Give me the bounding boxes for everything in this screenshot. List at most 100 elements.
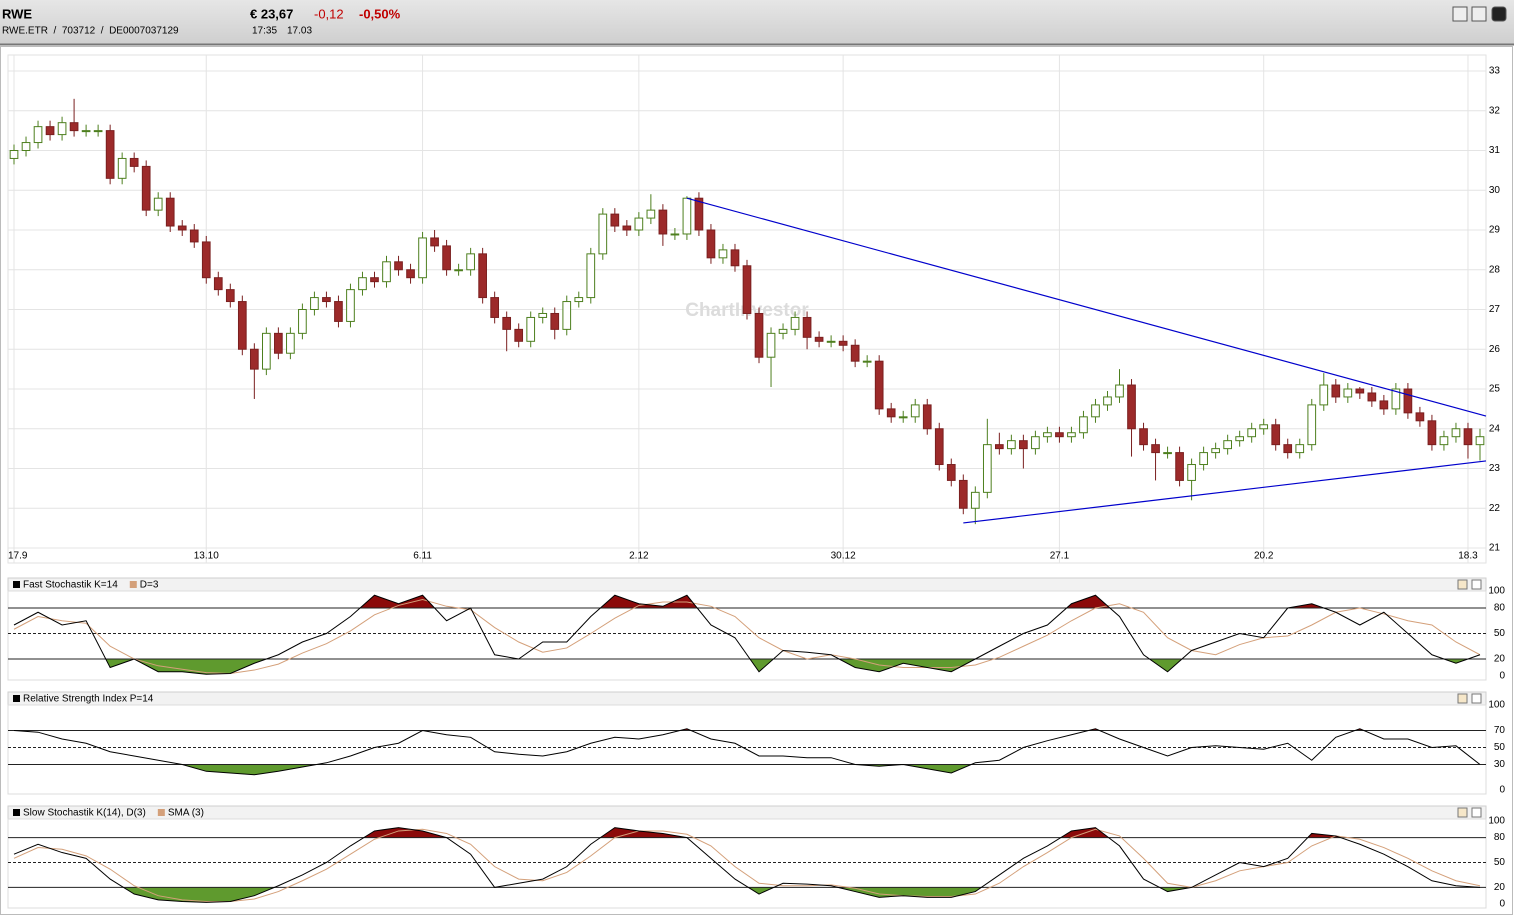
zone-fill bbox=[123, 887, 1192, 903]
candle-body bbox=[706, 229, 716, 259]
candle-body bbox=[1007, 440, 1016, 450]
candle-body bbox=[898, 416, 908, 419]
panel-button[interactable] bbox=[1457, 579, 1468, 590]
candle-body bbox=[1031, 436, 1040, 450]
candle-body bbox=[153, 197, 163, 211]
candle-body bbox=[310, 297, 319, 311]
indicator-line bbox=[13, 594, 1481, 675]
x-tick-label: 13.10 bbox=[194, 551, 219, 562]
candle-body bbox=[1127, 384, 1136, 430]
candle-body bbox=[370, 277, 379, 283]
candle-body bbox=[189, 229, 199, 243]
legend-swatch bbox=[13, 581, 20, 588]
y-tick-label: 80 bbox=[1494, 603, 1506, 614]
legend-swatch bbox=[13, 695, 20, 702]
candle-body bbox=[562, 301, 572, 330]
candle-body bbox=[1163, 452, 1172, 455]
tool-button[interactable] bbox=[1471, 6, 1487, 22]
candle-body bbox=[1067, 432, 1076, 438]
legend-label: SMA (3) bbox=[168, 808, 204, 819]
y-tick-label: 24 bbox=[1489, 423, 1501, 434]
tool-button[interactable] bbox=[1491, 6, 1507, 22]
panel-button[interactable] bbox=[1457, 807, 1468, 818]
candle-body bbox=[1103, 396, 1112, 406]
candle-body bbox=[670, 233, 680, 236]
candle-body bbox=[1259, 424, 1269, 430]
zone-fill bbox=[14, 827, 1480, 838]
candle-body bbox=[1055, 432, 1064, 438]
candle-body bbox=[622, 225, 632, 231]
candle-body bbox=[81, 130, 91, 133]
candle-body bbox=[1367, 392, 1377, 402]
candle-body bbox=[1343, 388, 1353, 398]
time: 17:35 bbox=[252, 26, 277, 37]
candle-body bbox=[9, 150, 19, 159]
candle-body bbox=[886, 408, 896, 418]
price: € 23,67 bbox=[250, 6, 293, 21]
y-tick-label: 27 bbox=[1489, 304, 1501, 315]
candle-body bbox=[958, 479, 968, 509]
candle-body bbox=[982, 444, 992, 493]
candle-body bbox=[1019, 440, 1028, 450]
candle-body bbox=[117, 157, 127, 179]
candle-body bbox=[718, 249, 728, 259]
y-tick-label: 100 bbox=[1488, 700, 1505, 711]
candle-body bbox=[1211, 448, 1220, 454]
tool-button[interactable] bbox=[1452, 6, 1468, 22]
panel-close[interactable] bbox=[1471, 693, 1482, 704]
x-tick-label: 18.3 bbox=[1458, 551, 1478, 562]
candle-body bbox=[1091, 404, 1100, 418]
y-tick-label: 29 bbox=[1489, 225, 1501, 236]
candle-body bbox=[946, 464, 956, 481]
candle-body bbox=[826, 340, 836, 343]
candle-body bbox=[177, 225, 187, 231]
candle-body bbox=[1379, 400, 1389, 410]
candle-body bbox=[1079, 416, 1088, 434]
candle-body bbox=[682, 197, 692, 235]
candle-body bbox=[33, 126, 43, 144]
y-tick-label: 26 bbox=[1489, 344, 1501, 355]
candle-body bbox=[922, 404, 932, 430]
y-tick-label: 20 bbox=[1494, 654, 1506, 665]
candle-body bbox=[165, 197, 175, 227]
candle-body bbox=[934, 428, 944, 466]
legend-label: Fast Stochastik K=14 bbox=[23, 580, 118, 591]
candle-body bbox=[1271, 424, 1281, 446]
candle-body bbox=[57, 122, 67, 136]
candle-body bbox=[69, 122, 79, 132]
indicator-line bbox=[13, 598, 1481, 674]
x-tick-label: 6.11 bbox=[413, 551, 432, 562]
y-tick-label: 30 bbox=[1489, 185, 1501, 196]
y-tick-label: 0 bbox=[1499, 671, 1505, 682]
candle-body bbox=[334, 301, 343, 322]
candle-body bbox=[45, 126, 55, 136]
panel-button[interactable] bbox=[1457, 693, 1468, 704]
candle-body bbox=[430, 237, 439, 247]
y-tick-label: 70 bbox=[1494, 725, 1506, 736]
zone-fill bbox=[14, 659, 1480, 675]
candle-body bbox=[1139, 428, 1148, 446]
panel-close[interactable] bbox=[1471, 579, 1482, 590]
panel-close[interactable] bbox=[1471, 807, 1482, 818]
candle-body bbox=[694, 197, 704, 231]
y-tick-label: 100 bbox=[1488, 816, 1505, 827]
y-tick-label: 0 bbox=[1499, 899, 1505, 910]
candle-body bbox=[1151, 444, 1160, 454]
candle-body bbox=[1043, 432, 1052, 438]
candle-body bbox=[538, 312, 548, 318]
candle-body bbox=[1391, 388, 1401, 410]
legend-swatch bbox=[129, 581, 137, 588]
candle-body bbox=[1247, 428, 1257, 438]
candle-body bbox=[1115, 384, 1124, 398]
x-tick-label: 30.12 bbox=[831, 551, 856, 562]
y-tick-label: 23 bbox=[1489, 463, 1501, 474]
indicator-line bbox=[13, 827, 1481, 903]
candle-body bbox=[418, 237, 427, 279]
candle-body bbox=[610, 213, 620, 227]
candle-body bbox=[634, 217, 644, 231]
change-pct: -0,50% bbox=[359, 6, 401, 21]
candle-body bbox=[406, 269, 415, 279]
chart-frame bbox=[0, 46, 1513, 915]
legend-label: Relative Strength Index P=14 bbox=[23, 694, 154, 705]
